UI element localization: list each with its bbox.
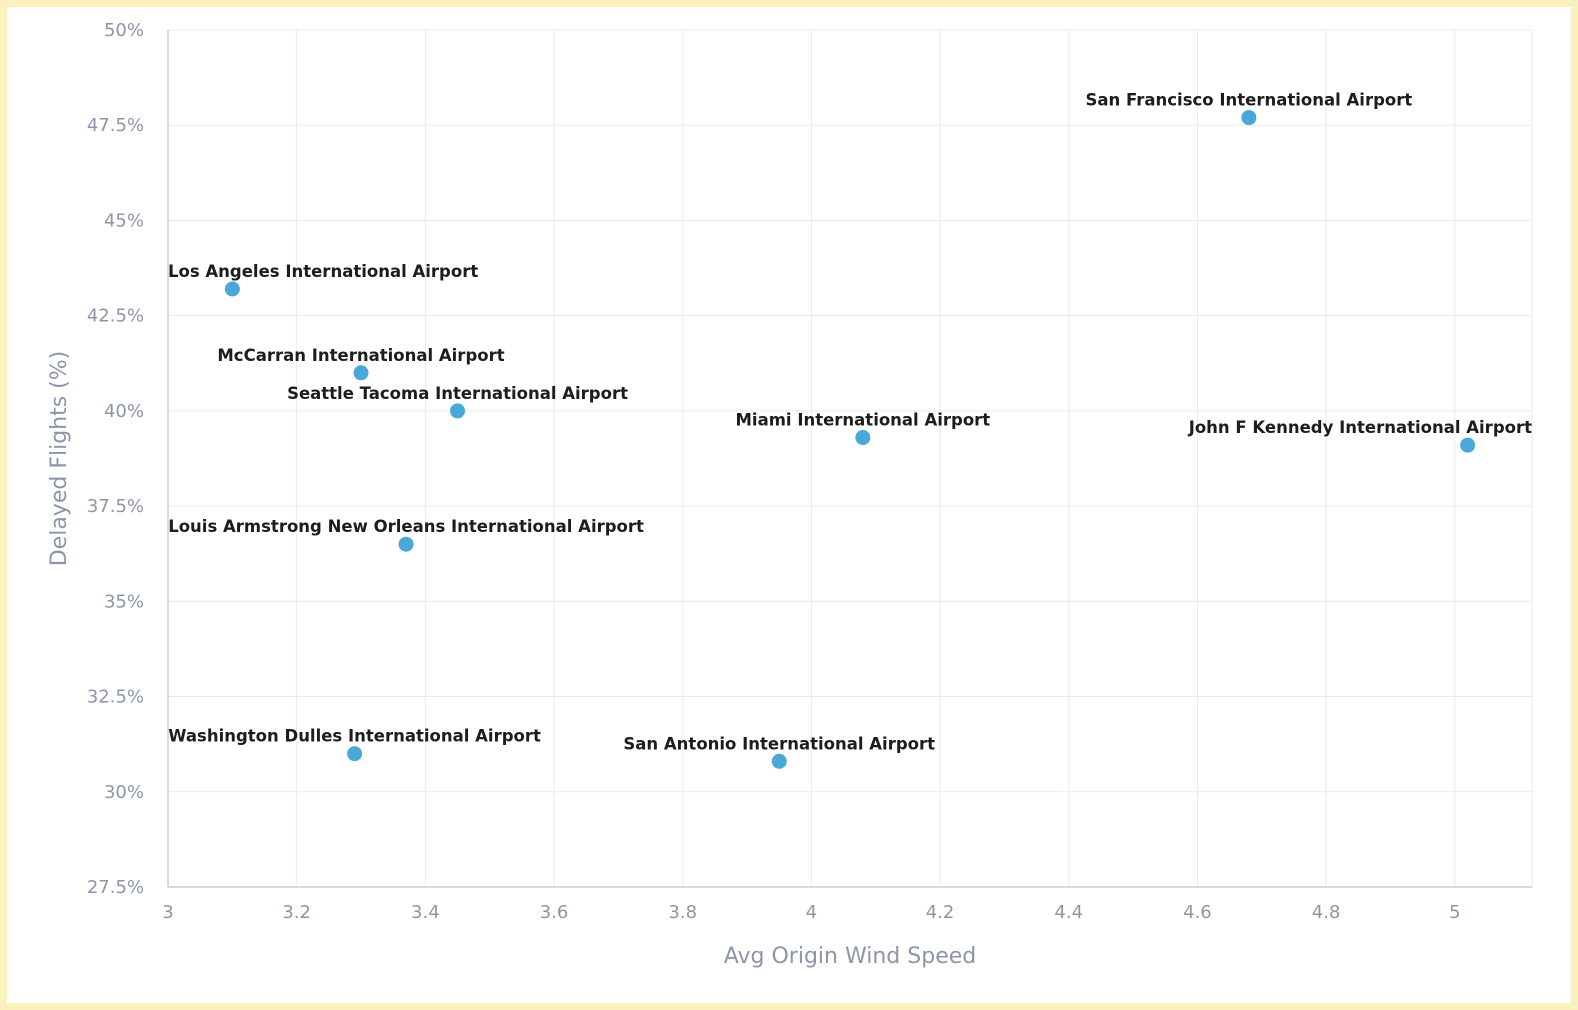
x-tick-label: 3.8 [668,902,697,923]
y-tick-label: 35% [104,591,144,612]
point-labels: San Francisco International Airport Los A… [168,91,1532,754]
point-label: San Francisco International Airport [1086,91,1413,110]
x-tick-label: 5 [1449,902,1460,923]
point-label: Seattle Tacoma International Airport [287,384,628,403]
y-tick-label: 47.5% [87,115,144,136]
point-label: Los Angeles International Airport [168,262,478,281]
y-tick-label: 37.5% [87,496,144,517]
x-tick-label: 3 [162,902,173,923]
y-tick-label: 50% [104,20,144,41]
point-label: McCarran International Airport [217,346,504,365]
y-tick-label: 27.5% [87,877,144,898]
x-tick-label: 4.8 [1312,902,1341,923]
axes: 27.5% 30% 32.5% 35% 37.5% 40% 42.5% 45% 47.5% 50%… [87,20,1532,923]
data-point[interactable] [398,536,414,552]
x-axis-title: Avg Origin Wind Speed [724,944,976,969]
data-point[interactable] [771,753,787,769]
point-label: Washington Dulles International Airport [168,727,541,746]
y-axis-title: Delayed Flights (%) [47,351,72,567]
y-tick-label: 32.5% [87,687,144,708]
x-tick-label: 4.2 [926,902,955,923]
data-point[interactable] [450,403,466,419]
point-label: John F Kennedy International Airport [1188,418,1532,437]
data-point[interactable] [224,281,240,297]
x-tick-label: 4 [806,902,817,923]
x-tick-label: 4.4 [1054,902,1083,923]
data-points [224,110,1476,769]
x-tick-label: 3.4 [411,902,440,923]
x-tick-label: 3.2 [282,902,311,923]
y-tick-label: 40% [104,401,144,422]
grid [168,29,1533,887]
x-tick-label: 3.6 [540,902,569,923]
data-point[interactable] [855,430,871,446]
point-label: San Antonio International Airport [623,734,935,753]
x-tick-label: 4.6 [1183,902,1212,923]
data-point[interactable] [1241,110,1257,126]
point-label: Louis Armstrong New Orleans Internationa… [168,517,644,536]
y-tick-label: 30% [104,782,144,803]
data-point[interactable] [1460,437,1476,453]
data-point[interactable] [353,365,369,381]
y-tick-label: 42.5% [87,306,144,327]
data-point[interactable] [347,746,363,762]
point-label: Miami International Airport [736,411,991,430]
y-tick-label: 45% [104,210,144,231]
